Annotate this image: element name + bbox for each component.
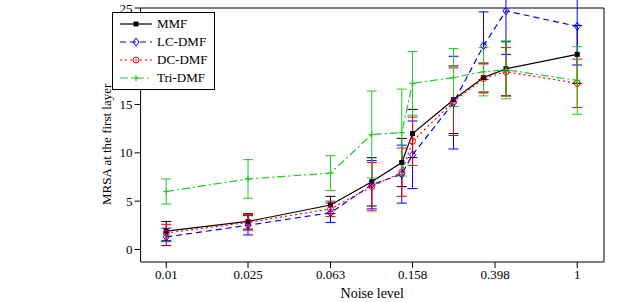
html-text:DC-DMF: DC-DMF xyxy=(157,52,208,67)
svg-text:25: 25 xyxy=(120,1,133,16)
svg-text:10: 10 xyxy=(120,145,133,160)
html-text:LC-DMF: LC-DMF xyxy=(157,34,207,49)
svg-text:0.01: 0.01 xyxy=(155,267,178,282)
svg-text:20: 20 xyxy=(120,49,133,64)
svg-text:0.063: 0.063 xyxy=(316,267,345,282)
svg-text:0.398: 0.398 xyxy=(480,267,509,282)
svg-text:MRSA at the first layer: MRSA at the first layer xyxy=(99,83,114,205)
svg-text:Noise level: Noise level xyxy=(341,286,404,301)
svg-text:1: 1 xyxy=(574,267,581,282)
svg-text:5: 5 xyxy=(126,194,133,209)
html-text:Tri-DMF: Tri-DMF xyxy=(157,70,205,85)
svg-text:15: 15 xyxy=(120,97,133,112)
svg-text:0: 0 xyxy=(126,242,133,257)
svg-text:0.025: 0.025 xyxy=(233,267,262,282)
svg-text:0.158: 0.158 xyxy=(398,267,427,282)
html-text:MMF: MMF xyxy=(157,16,188,31)
